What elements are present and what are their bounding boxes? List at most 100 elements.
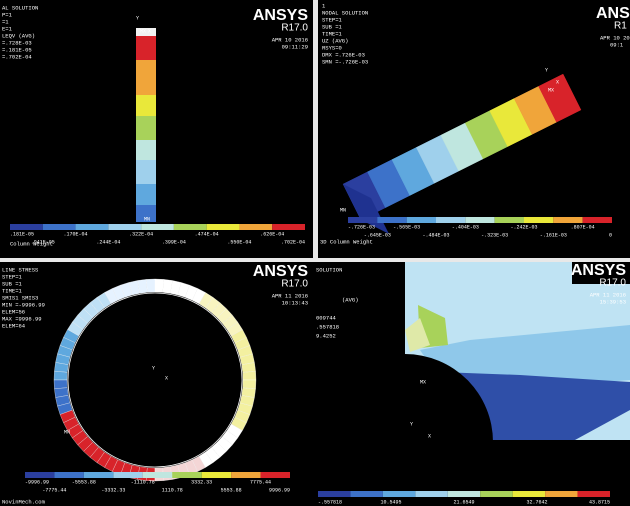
column-top [136, 28, 156, 36]
legend-label: .702E-04 [281, 239, 305, 245]
ring-element [146, 278, 156, 293]
ring-element [242, 371, 257, 381]
info-line: 1 [322, 2, 326, 9]
legend-label: -3332.33 [101, 487, 125, 493]
date: APR 11 2016 [272, 292, 308, 299]
legend-label: -.726E-03 [348, 224, 375, 230]
legend-swatch [54, 472, 84, 478]
ring-element [242, 379, 257, 389]
info-line: TIME=1 [2, 287, 23, 294]
info-line: MIN =-9996.99 [2, 301, 45, 308]
legend-swatch [577, 491, 610, 497]
info-line: UZ (AVG) [322, 37, 348, 44]
legend-swatch [75, 224, 109, 230]
legend-label: .550E-04 [227, 239, 251, 245]
panel: SOLUTION (AVG) 009744 .557818 9.4252 ANSYSR17… [313, 262, 630, 506]
legend-label: -9996.99 [25, 479, 49, 485]
legend-swatch [415, 491, 448, 497]
logo: ANSYS [596, 5, 630, 22]
panel-bg [0, 262, 313, 506]
footer: NovinMech.com [2, 498, 46, 505]
legend-label: -.161E-03 [540, 232, 567, 238]
panel-bg [0, 0, 313, 258]
column-band [136, 160, 156, 184]
triad-label: Y [545, 67, 548, 73]
ring-element [154, 278, 164, 293]
info-line: DMX =.726E-03 [322, 51, 365, 58]
legend-swatch [494, 217, 524, 223]
logo-box [572, 262, 630, 284]
legend-swatch [382, 491, 416, 497]
legend-swatch [406, 217, 436, 223]
triad-label: Y [410, 421, 413, 427]
legend-swatch [582, 217, 612, 223]
info-line: ELEM=64 [2, 322, 26, 329]
info-line: ELEM=56 [2, 308, 25, 315]
legend-swatch [10, 224, 43, 230]
legend-label: .322E-04 [129, 231, 153, 237]
column-band [136, 116, 156, 140]
legend-swatch [83, 472, 114, 478]
footer: Column Weight [10, 240, 53, 247]
triad-label: MN [64, 429, 70, 435]
legend-label: -.557818 [318, 499, 342, 505]
logo: ANSYS [253, 263, 308, 280]
hole [317, 354, 493, 506]
legend-swatch [231, 472, 261, 478]
legend-label: .181E-05 [10, 231, 34, 237]
legend-swatch [113, 472, 143, 478]
column-band [136, 205, 156, 222]
legend-swatch [447, 491, 481, 497]
legend-label: 7775.44 [250, 479, 271, 485]
legend-label: .244E-04 [96, 239, 120, 245]
time: 10:13:43 [282, 299, 308, 306]
info-line: SMIS1 SMIS3 [2, 294, 38, 301]
info-line: P=1 [2, 11, 13, 18]
legend-label: .170E-04 [64, 231, 88, 237]
legend-label: .941E-05 [31, 239, 55, 245]
legend-swatch [377, 217, 407, 223]
info-line: =1 [2, 18, 9, 25]
info-line: LINE STRESS [2, 266, 39, 273]
legend-label: -.404E-03 [452, 224, 479, 230]
legend-swatch [348, 217, 378, 223]
info-line: .557818 [316, 323, 339, 330]
info-line: =.728E-03 [2, 39, 32, 46]
legend-swatch [141, 224, 174, 230]
info-line: TIME=1 [322, 30, 343, 37]
legend-swatch [206, 224, 240, 230]
legend-label: 9996.99 [269, 487, 290, 493]
legend-swatch [272, 224, 305, 230]
info-line: MAX =9996.99 [2, 315, 42, 322]
time: 09:11:29 [282, 43, 308, 50]
version: R17.0 [599, 278, 626, 289]
legend-swatch [553, 217, 583, 223]
triad-label: MX [420, 379, 426, 385]
contour-band [405, 318, 430, 352]
legend-swatch [436, 217, 466, 223]
legend-label: -1110.78 [131, 479, 155, 485]
time: 15:39:53 [600, 298, 626, 305]
legend-swatch [465, 217, 495, 223]
time: 09:1 [610, 41, 624, 48]
info-line: SMN =-.726E-03 [322, 58, 368, 65]
info-line: RSYS=0 [322, 44, 342, 51]
legend-label: -.242E-03 [510, 224, 537, 230]
legend-swatch [524, 217, 554, 223]
date: APR 10 20 [600, 34, 630, 41]
legend-label: -5553.88 [72, 479, 96, 485]
triad-label: MX [140, 28, 146, 34]
legend-label: .474E-04 [195, 231, 219, 237]
legend-swatch [201, 472, 232, 478]
legend-swatch [25, 472, 55, 478]
legend-swatch [480, 491, 513, 497]
date: APR 10 2016 [272, 36, 308, 43]
info-line: SOLUTION [316, 266, 342, 273]
legend-label: 0 [609, 232, 612, 238]
footer: 3D Column Weight [320, 238, 373, 245]
legend-label: 1110.78 [162, 487, 183, 493]
